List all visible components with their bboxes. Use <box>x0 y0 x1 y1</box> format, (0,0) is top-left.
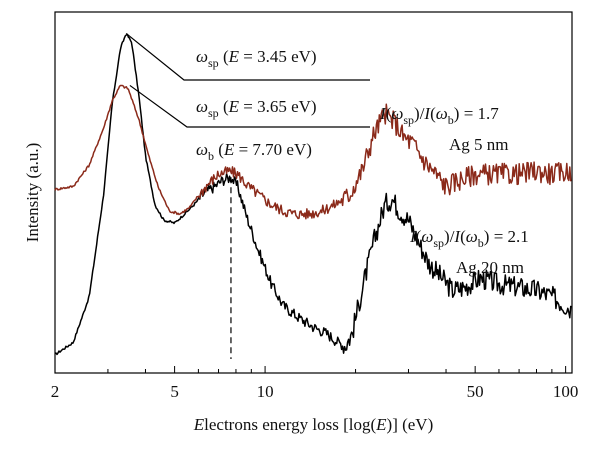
x-tick-label: 50 <box>467 382 484 401</box>
x-tick-label: 100 <box>553 382 579 401</box>
x-tick-label: 2 <box>51 382 60 401</box>
wsp1-label: ωsp (E = 3.45 eV) <box>196 47 317 70</box>
wsp1-leader-line <box>125 32 370 81</box>
ratio-ag-20nm-label: I(ωsp)/I(ωb) = 2.1 <box>409 227 529 250</box>
annotation-layer: ωsp (E = 3.45 eV) ωsp (E = 3.65 eV) ωb (E … <box>125 32 529 277</box>
ag-20nm-label: Ag 20 nm <box>456 258 524 277</box>
plot-frame <box>54 11 573 374</box>
axes: 2 5 10 50 100 Electrons energy loss [log(E)] … <box>23 11 579 434</box>
series-layer <box>54 33 572 356</box>
series-line-ag-5nm <box>54 84 572 220</box>
y-axis-label: Intensity (a.u.) <box>23 143 42 243</box>
wsp2-leader-line <box>129 84 370 128</box>
wsp2-label: ωsp (E = 3.65 eV) <box>196 97 317 120</box>
series-line-ag-20nm <box>54 33 572 356</box>
ag-5nm-label: Ag 5 nm <box>449 135 509 154</box>
ratio-ag-5nm-label: I(ωsp)/I(ωb) = 1.7 <box>379 104 499 127</box>
wb-label: ωb (E = 7.70 eV) <box>196 140 312 163</box>
x-axis-label: Electrons energy loss [log(E)] (eV) <box>193 415 434 434</box>
x-tick-label: 5 <box>170 382 179 401</box>
x-tick-label: 10 <box>257 382 274 401</box>
